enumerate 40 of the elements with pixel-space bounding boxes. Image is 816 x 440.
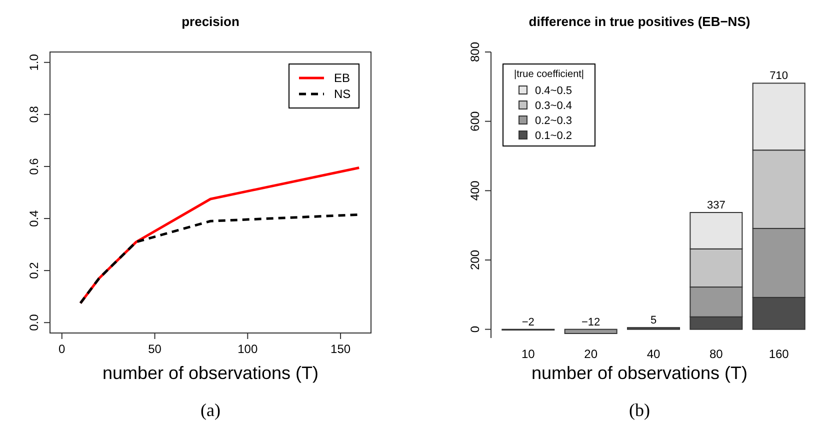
- y-tick-label: 1.0: [27, 54, 41, 71]
- legend-label: 0.2~0.3: [535, 115, 572, 127]
- legend-label: 0.1~0.2: [535, 130, 572, 142]
- y-tick-label: 0.2: [27, 262, 41, 279]
- y-tick-label: 0.0: [27, 314, 41, 331]
- y-tick-label: 800: [468, 42, 482, 62]
- x-tick-label: 100: [238, 342, 258, 356]
- total-label: −12: [581, 316, 600, 328]
- total-label: 710: [770, 70, 788, 82]
- legend-label: EB: [334, 71, 350, 85]
- y-tick-label: 0.8: [27, 106, 41, 123]
- y-tick-label: 0.6: [27, 158, 41, 175]
- legend-label: NS: [334, 87, 351, 101]
- bar: [564, 328, 618, 334]
- total-label: −2: [522, 316, 534, 328]
- x-tick-label: 20: [584, 347, 598, 361]
- x-tick-label: 150: [330, 342, 351, 356]
- text: (a): [200, 400, 220, 420]
- y-tick-label: 400: [468, 180, 482, 201]
- legend-label: 0.3~0.4: [535, 100, 572, 112]
- chart-title: precision: [182, 14, 240, 29]
- x-tick-label: 0: [58, 342, 66, 356]
- chart-title: difference in true positives (EB−NS): [528, 14, 750, 29]
- x-tick-label: 40: [646, 347, 660, 361]
- text: (b): [629, 400, 650, 420]
- y-tick-label: 200: [468, 250, 482, 270]
- total-label: 337: [707, 200, 726, 212]
- y-tick-label: 0.4: [27, 210, 41, 227]
- x-tick-label: 10: [521, 347, 536, 361]
- legend-title: |true coefficient|: [514, 69, 584, 80]
- y-tick-label: 0: [468, 326, 482, 333]
- x-tick-label: 50: [148, 342, 162, 356]
- x-axis-title: number of observations (T): [102, 363, 319, 383]
- line-series: [79, 213, 360, 304]
- x-tick-label: 80: [710, 347, 724, 361]
- total-label: 5: [650, 314, 657, 327]
- legend-label: 0.4~0.5: [535, 85, 572, 97]
- x-tick-label: 160: [768, 347, 790, 361]
- x-axis-title: number of observations (T): [531, 363, 748, 383]
- y-tick-label: 600: [468, 111, 482, 132]
